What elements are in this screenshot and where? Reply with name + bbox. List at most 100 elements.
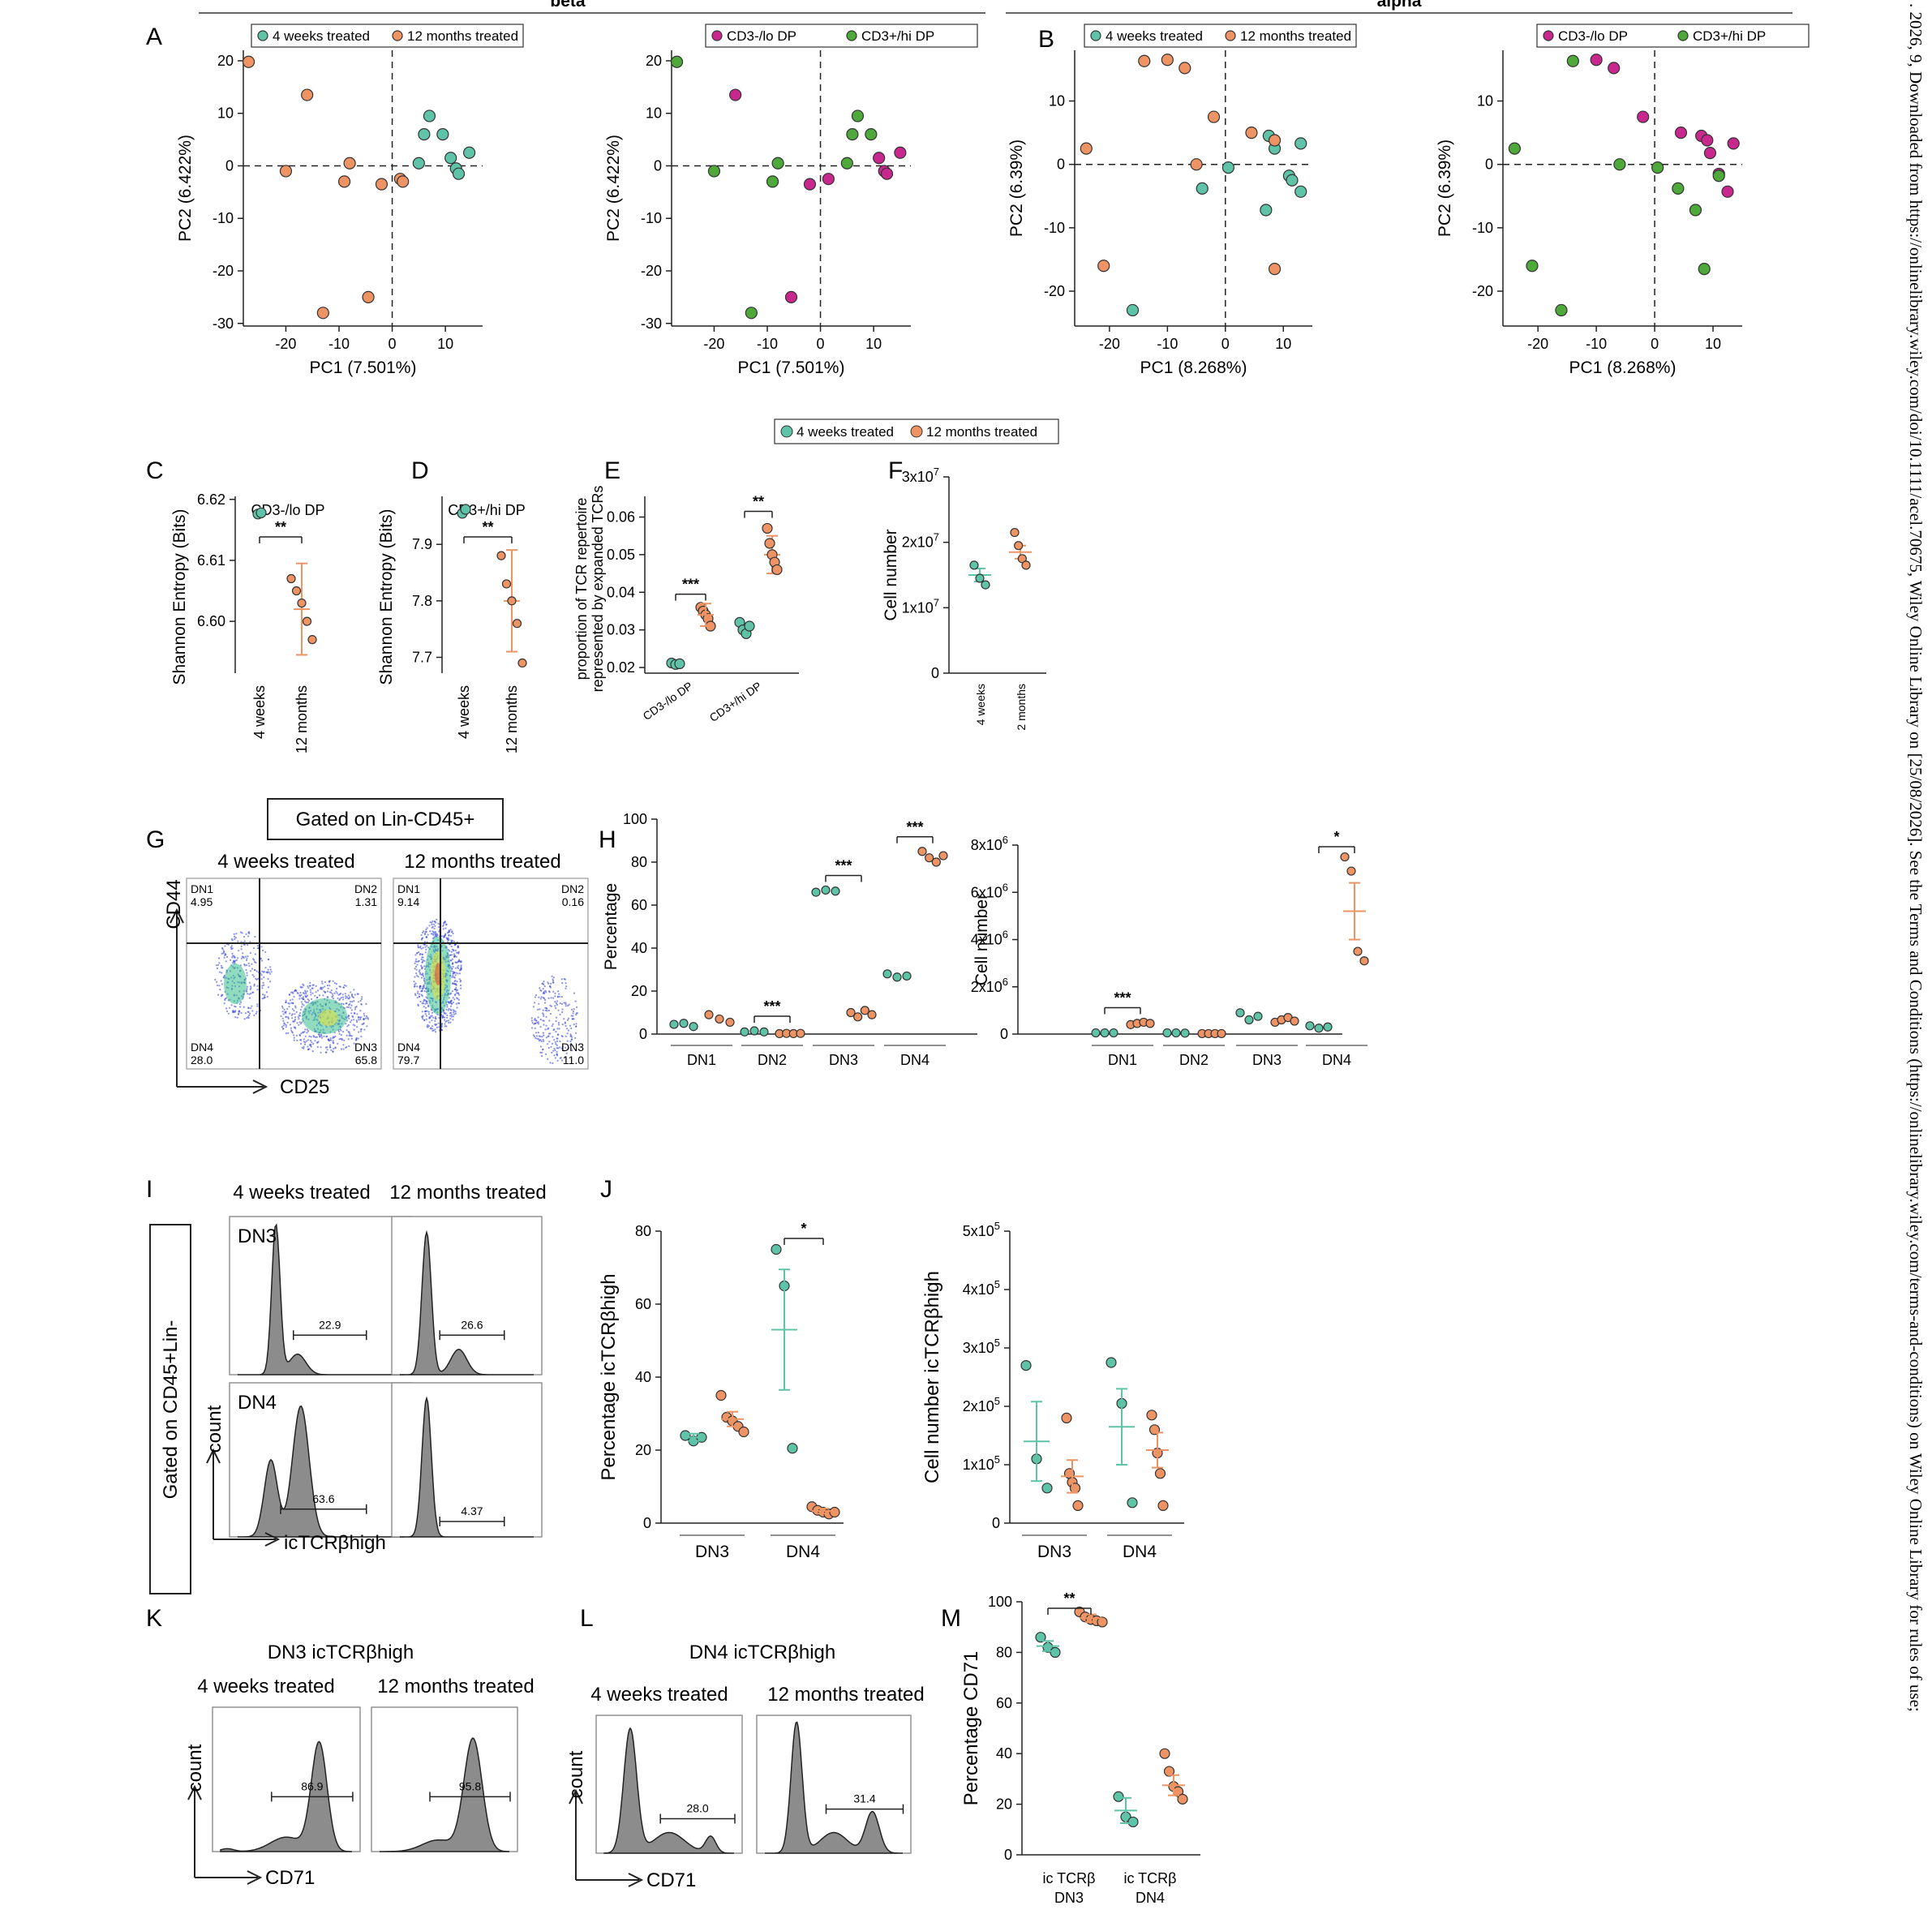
pca-point-cd3lo bbox=[822, 173, 835, 186]
flow-event bbox=[301, 1046, 303, 1049]
flow-event bbox=[310, 1036, 312, 1038]
flow-event bbox=[248, 997, 251, 999]
y-tick-label: -20 bbox=[213, 263, 234, 279]
flow-event bbox=[416, 952, 419, 955]
histogram-curve bbox=[220, 1740, 352, 1852]
y-axis-label: represented by expanded TCRs bbox=[590, 486, 606, 693]
quadrant-value: 28.0 bbox=[191, 1054, 213, 1067]
flow-event bbox=[445, 1025, 448, 1028]
flow-event bbox=[450, 1011, 453, 1014]
y-tick-label: 80 bbox=[635, 1223, 651, 1239]
flow-event bbox=[455, 961, 457, 964]
flow-event bbox=[428, 925, 431, 927]
flow-event bbox=[299, 985, 302, 988]
histogram-curve bbox=[238, 1406, 404, 1538]
flow-event bbox=[565, 1002, 567, 1004]
flow-event bbox=[347, 1006, 350, 1008]
flow-event bbox=[560, 1059, 564, 1062]
flow-event bbox=[332, 1050, 334, 1053]
flow-event bbox=[429, 921, 431, 924]
flow-event bbox=[547, 981, 549, 984]
flow-event bbox=[535, 1019, 537, 1022]
flow-event bbox=[563, 1049, 565, 1052]
flow-event bbox=[451, 1002, 453, 1005]
flow-event bbox=[460, 987, 462, 989]
y-tick-label: 4x105 bbox=[963, 1278, 1000, 1298]
flow-event bbox=[438, 1026, 440, 1028]
flow-event bbox=[453, 983, 456, 985]
flow-event bbox=[455, 989, 457, 992]
flow-event bbox=[551, 975, 553, 977]
flow-event bbox=[316, 989, 320, 992]
flow-event bbox=[281, 1011, 284, 1013]
flow-event bbox=[360, 1036, 363, 1038]
flow-event bbox=[427, 1024, 429, 1026]
flow-event bbox=[249, 952, 251, 955]
flow-event bbox=[230, 1004, 233, 1006]
y-tick-label: 0.02 bbox=[607, 659, 635, 676]
flow-event bbox=[565, 1003, 567, 1006]
flow-event bbox=[425, 930, 427, 933]
quadrant-value: 9.14 bbox=[397, 895, 419, 908]
flow-event bbox=[354, 1006, 357, 1009]
flow-event bbox=[570, 1015, 573, 1017]
flow-event bbox=[251, 968, 254, 970]
y-tick-label: 60 bbox=[635, 1296, 651, 1312]
flow-event bbox=[303, 1045, 305, 1048]
flow-event bbox=[431, 1025, 434, 1028]
flow-event bbox=[347, 1038, 350, 1041]
y-tick-label: 5x105 bbox=[963, 1220, 1000, 1239]
flow-event bbox=[415, 958, 418, 960]
flow-event bbox=[240, 1001, 243, 1003]
flow-event bbox=[287, 1002, 290, 1004]
flow-event bbox=[453, 1011, 455, 1014]
point-four-weeks bbox=[831, 886, 840, 896]
flow-event bbox=[542, 1012, 544, 1015]
flow-event bbox=[221, 983, 224, 985]
flow-event bbox=[556, 1059, 559, 1062]
flow-event bbox=[304, 991, 307, 994]
panel-l-left-title: 4 weeks treated bbox=[590, 1684, 728, 1706]
flow-event bbox=[299, 1015, 302, 1017]
flow-event bbox=[559, 1040, 561, 1043]
flow-event bbox=[449, 1021, 452, 1024]
flow-event bbox=[556, 1054, 559, 1057]
flow-event bbox=[437, 1022, 440, 1024]
flow-event bbox=[423, 985, 425, 988]
flow-event bbox=[561, 1035, 564, 1038]
y-tick-label: 0 bbox=[931, 665, 939, 681]
panel-g-gate: Gated on Lin-CD45+ bbox=[296, 809, 475, 830]
flow-event bbox=[353, 1028, 355, 1031]
panel-label-j: J bbox=[600, 1176, 612, 1203]
flow-event bbox=[309, 989, 311, 991]
flow-event bbox=[428, 1021, 431, 1024]
y-tick-label: 0 bbox=[643, 1515, 651, 1531]
flow-event bbox=[460, 964, 462, 967]
flow-event bbox=[246, 974, 248, 976]
flow-event bbox=[552, 1049, 555, 1052]
panel-i-right-title: 12 months treated bbox=[389, 1182, 546, 1204]
flow-event bbox=[300, 1021, 303, 1024]
flow-event bbox=[450, 945, 453, 948]
flow-event bbox=[557, 1047, 560, 1049]
y-tick-label: -20 bbox=[641, 263, 662, 279]
flow-event bbox=[263, 976, 265, 979]
legend-twelve-months: 12 months treated bbox=[926, 424, 1037, 440]
flow-event bbox=[452, 982, 454, 985]
flow-event bbox=[536, 1037, 539, 1040]
flow-event bbox=[575, 1012, 577, 1015]
flow-event bbox=[560, 978, 563, 981]
flow-event bbox=[451, 954, 453, 956]
flow-event bbox=[216, 967, 219, 970]
y-axis-label: Percentage bbox=[602, 883, 620, 970]
y-tick-label: 0 bbox=[1004, 1847, 1012, 1863]
y-tick-label: 0 bbox=[1485, 157, 1493, 173]
flow-event bbox=[350, 1009, 353, 1011]
flow-event bbox=[436, 935, 438, 938]
flow-event bbox=[431, 921, 433, 924]
flow-event bbox=[431, 1011, 434, 1014]
pca-point-cd3hi bbox=[1651, 161, 1664, 174]
x-tick-label: DN3 bbox=[1054, 1890, 1084, 1906]
point-four-weeks bbox=[1305, 1021, 1315, 1031]
y-tick-label: 0 bbox=[1000, 1026, 1008, 1042]
